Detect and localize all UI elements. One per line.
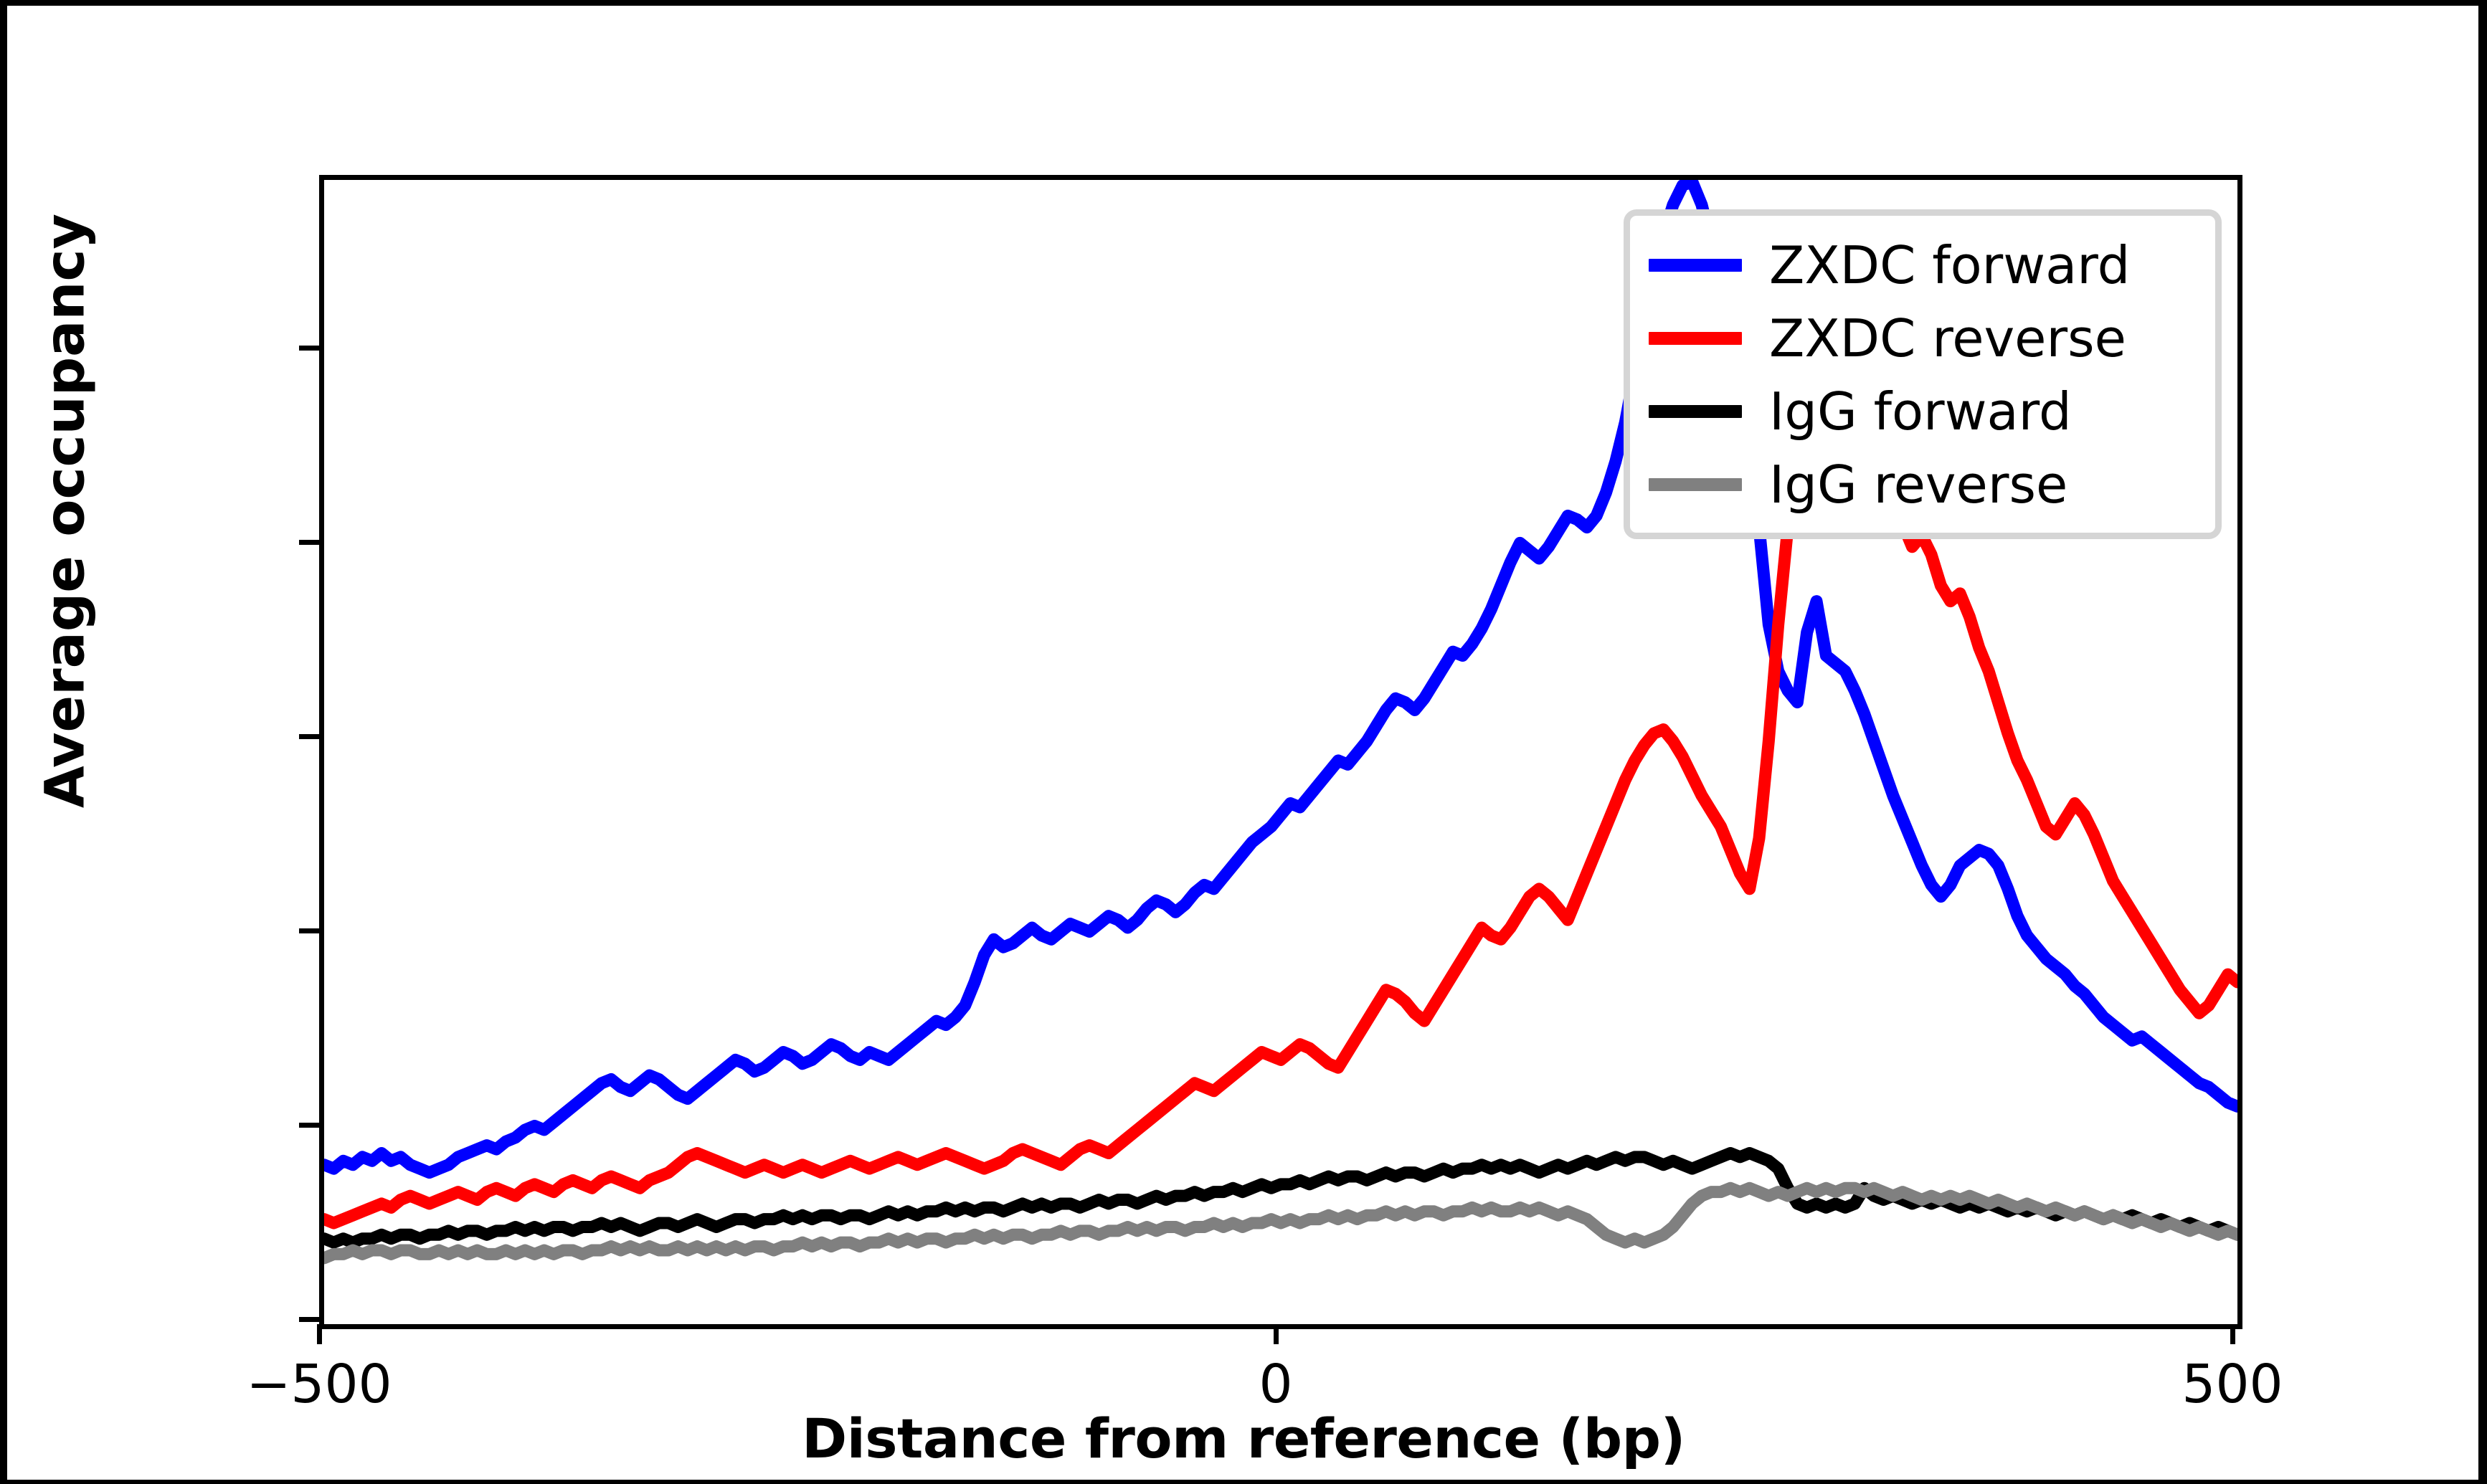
- legend-color-swatch: [1649, 405, 1742, 418]
- legend-label: IgG reverse: [1769, 455, 2068, 515]
- y-axis: 0.000.050.100.150.200.25: [0, 0, 319, 1484]
- x-tick-label: 500: [2182, 1354, 2283, 1415]
- series-line: [324, 180, 2237, 1179]
- legend-item[interactable]: ZXDC forward: [1649, 239, 2130, 291]
- image-border-left: [0, 0, 7, 1484]
- series-line: [324, 1181, 2237, 1265]
- y-tick-mark: [299, 1122, 319, 1128]
- series-canvas: [324, 180, 2237, 1265]
- y-tick-mark: [299, 733, 319, 739]
- x-tick-label: 0: [1259, 1354, 1293, 1415]
- x-tick-mark: [1274, 1324, 1279, 1344]
- legend-item[interactable]: IgG reverse: [1649, 455, 2068, 515]
- legend-color-swatch: [1649, 478, 1742, 491]
- legend-color-swatch: [1649, 332, 1742, 345]
- image-border-right: [2478, 0, 2487, 1484]
- legend-label: IgG forward: [1769, 381, 2072, 442]
- y-tick-mark: [299, 539, 319, 545]
- legend-item[interactable]: ZXDC reverse: [1649, 308, 2126, 368]
- legend-label: ZXDC forward: [1769, 235, 2131, 295]
- x-tick-label: −500: [246, 1354, 392, 1415]
- y-tick-mark: [299, 1317, 319, 1322]
- x-tick-mark: [2230, 1324, 2235, 1344]
- image-border-top: [0, 0, 2487, 6]
- image-border-bottom: [0, 1480, 2487, 1484]
- legend-color-swatch: [1649, 259, 1742, 272]
- x-axis-title: Distance from reference (bp): [802, 1407, 1685, 1470]
- x-tick-mark: [317, 1324, 322, 1344]
- y-axis-title: Average occupancy: [32, 213, 97, 809]
- legend-label: ZXDC reverse: [1769, 308, 2126, 368]
- legend: ZXDC forward ZXDC reverse IgG forward IgG r…: [1624, 209, 2222, 539]
- y-tick-mark: [299, 928, 319, 933]
- legend-item[interactable]: IgG forward: [1649, 381, 2072, 442]
- y-tick-mark: [299, 345, 319, 351]
